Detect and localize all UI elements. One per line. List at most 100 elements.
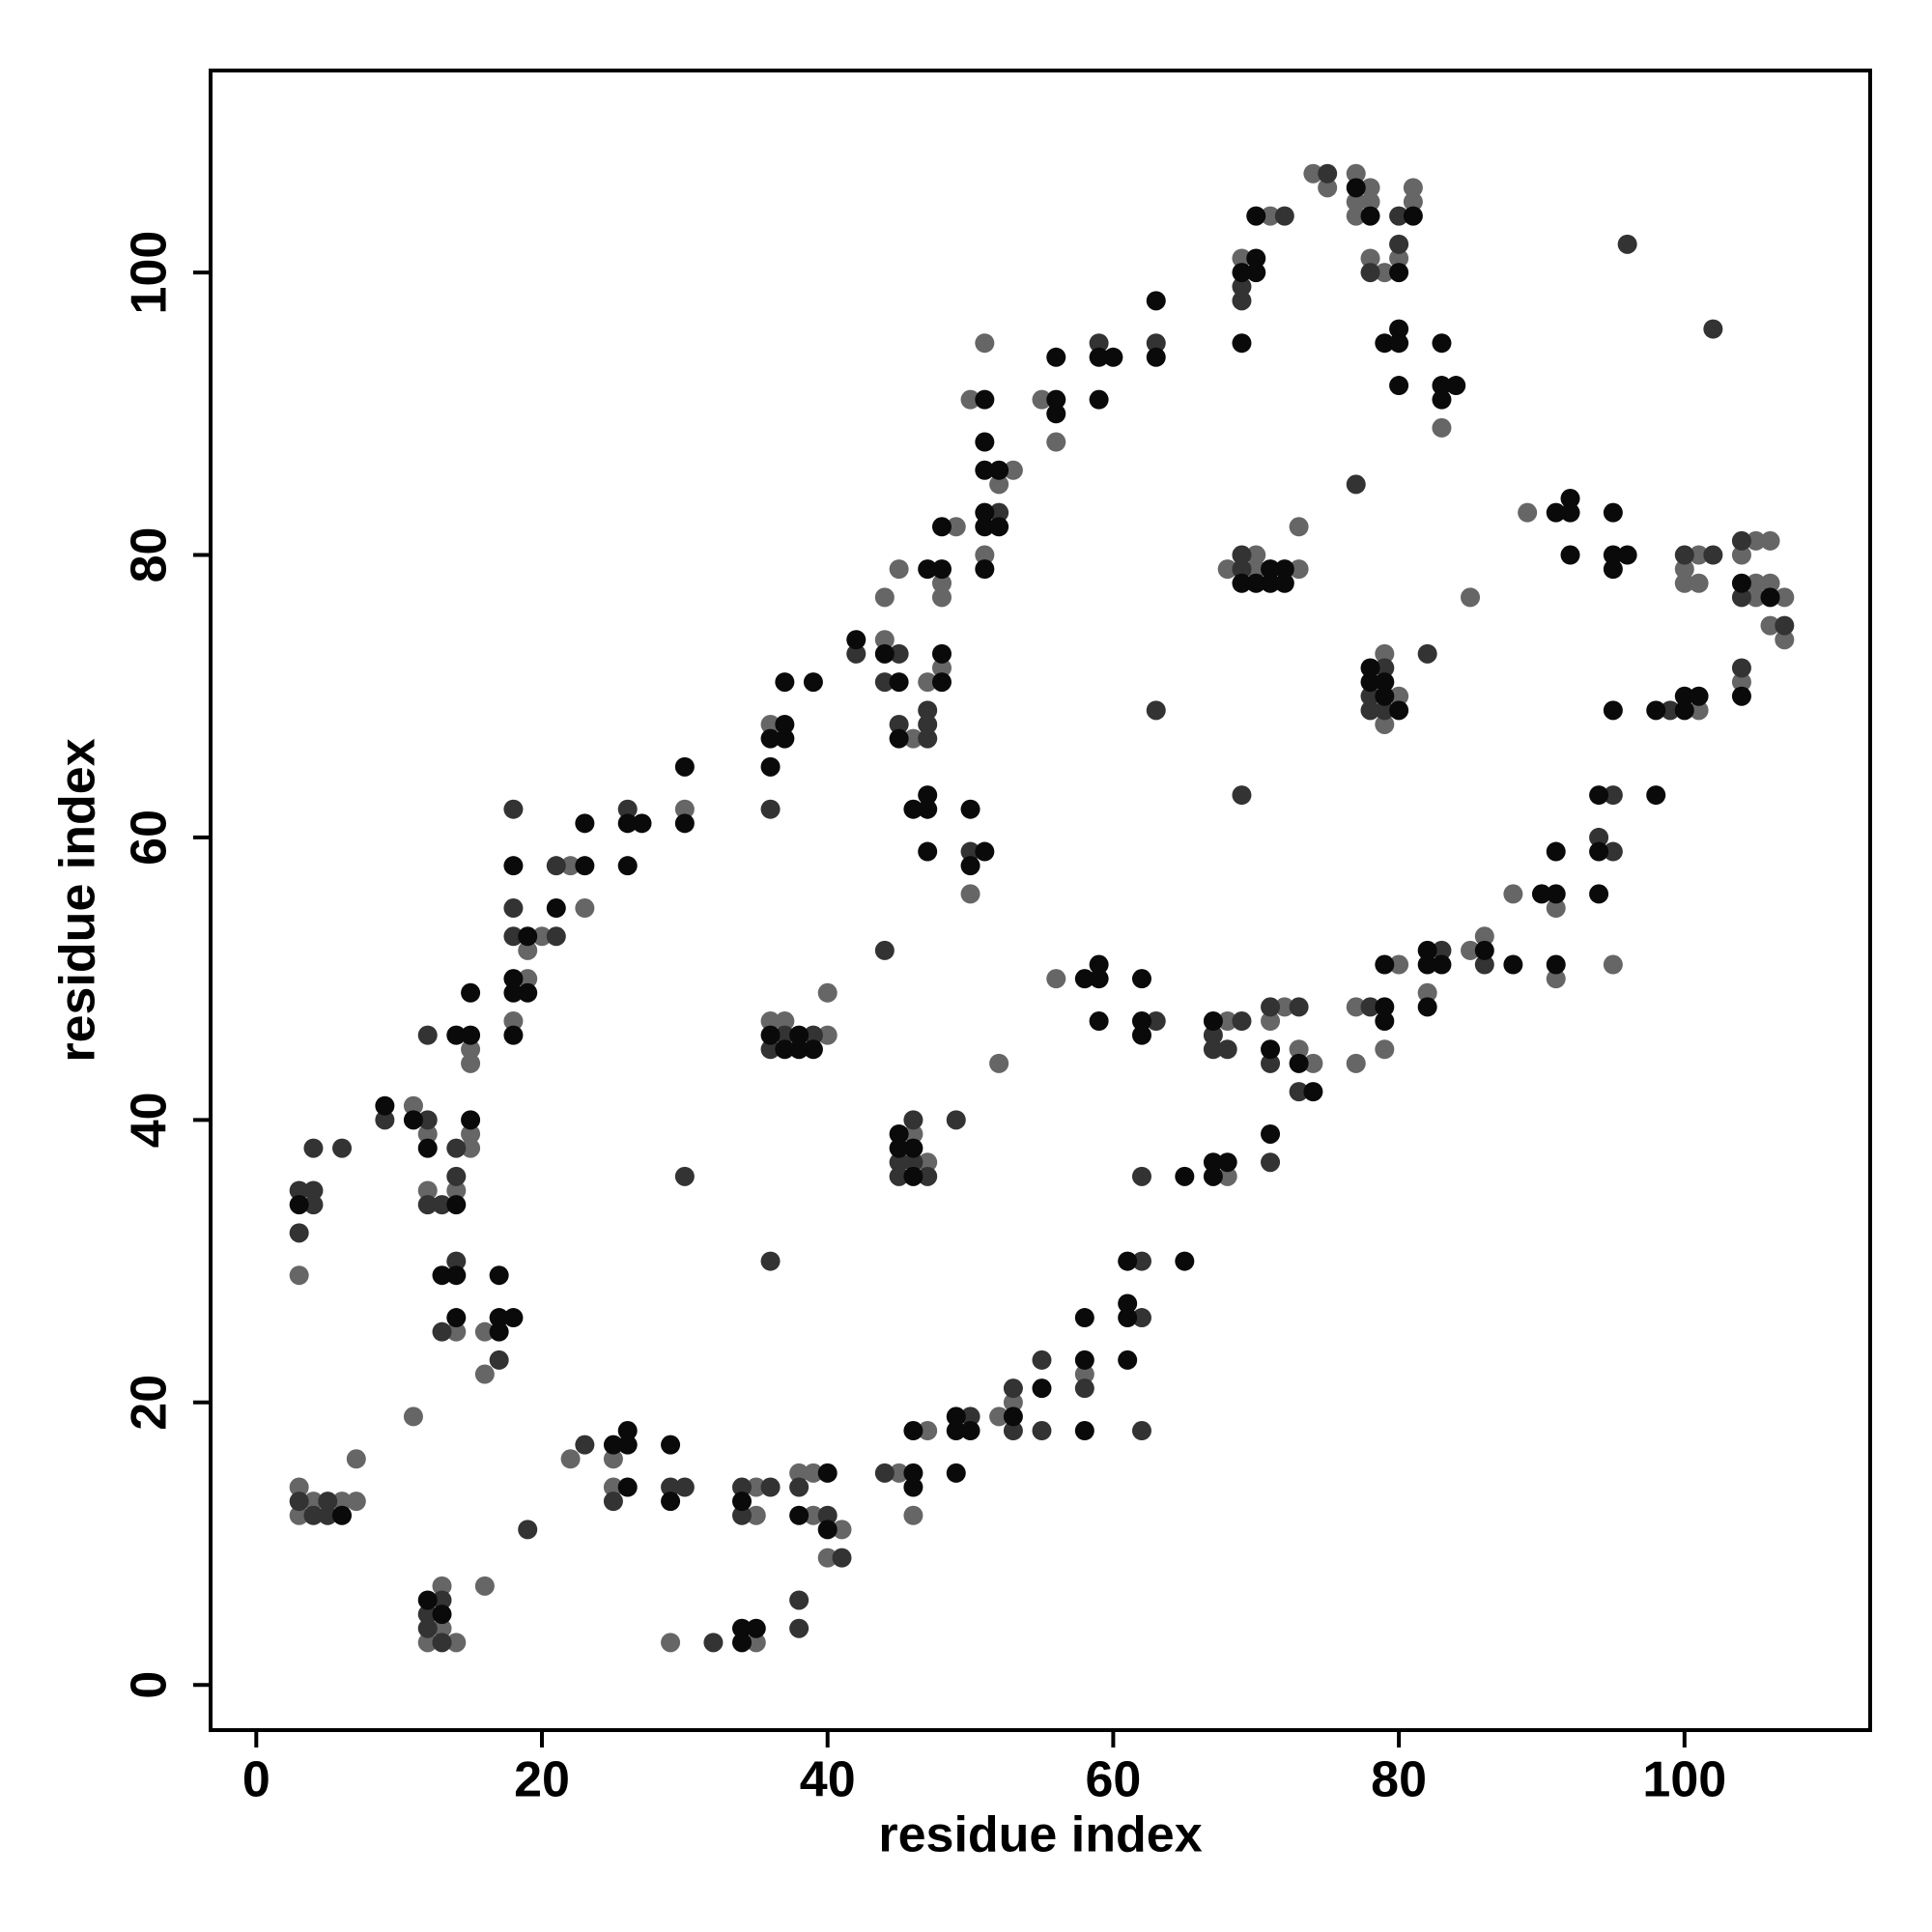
point [432,1576,452,1596]
point [1689,700,1709,721]
point [417,1123,438,1144]
point [461,982,481,1003]
point [1375,686,1395,706]
point [1046,969,1066,989]
point [461,1025,481,1045]
point [1589,884,1609,904]
point [1246,573,1266,593]
point [575,1435,595,1455]
point [1261,1152,1281,1173]
point [303,1505,324,1525]
point [1360,686,1380,706]
point [1289,997,1309,1017]
point [803,1505,823,1525]
point [417,1180,438,1201]
point [918,1166,938,1186]
point [1389,376,1409,396]
point [874,630,895,650]
point [989,517,1009,537]
point [889,672,909,693]
point [1003,1406,1023,1427]
x-tick-label: 60 [1085,1752,1141,1808]
point [1089,389,1109,410]
point [1246,559,1266,580]
point [1432,417,1452,438]
point [1503,954,1523,975]
point [1461,587,1481,608]
point [817,1025,838,1045]
point [1118,1251,1138,1271]
point [1417,997,1437,1017]
point [1603,545,1623,565]
point [1318,163,1338,184]
point [1261,997,1281,1017]
y-tick-label: 0 [122,1671,178,1699]
point [1046,389,1066,410]
point [1703,545,1723,565]
point [1217,1039,1237,1060]
point [503,982,524,1003]
point [832,1548,852,1568]
point [432,1195,452,1215]
point [903,1123,923,1144]
point [1261,206,1281,226]
point [918,799,938,819]
point [931,573,952,593]
point [1417,643,1437,664]
point [489,1321,509,1342]
point [1118,1293,1138,1314]
point [918,728,938,749]
point [803,1463,823,1483]
point [731,1505,752,1525]
point [1089,969,1109,989]
point [1246,206,1266,226]
point [289,1492,309,1512]
point [975,502,995,523]
point [789,1025,810,1045]
point [1274,997,1294,1017]
point [746,1618,766,1638]
point [674,756,695,777]
point [903,1138,923,1158]
point [1203,1166,1223,1186]
point [1346,997,1366,1017]
point [889,714,909,734]
point [661,1477,681,1497]
point [575,898,595,919]
point [1318,178,1338,198]
point [674,1477,695,1497]
point [1203,1152,1223,1173]
point [1261,1123,1281,1144]
x-tick-label: 100 [1642,1752,1726,1808]
point [560,856,581,876]
point [1246,263,1266,283]
point [617,1435,638,1455]
point [503,856,524,876]
point [1661,700,1681,721]
point [1217,1011,1237,1032]
point [1674,545,1694,565]
point [889,1166,909,1186]
point [817,1463,838,1483]
point [1546,954,1566,975]
point [1560,502,1580,523]
point [1346,178,1366,198]
point [1217,559,1237,580]
point [289,1223,309,1243]
point [775,1039,795,1060]
point [1375,714,1395,734]
point [1360,248,1380,269]
point [489,1308,509,1328]
point [1646,700,1666,721]
point [503,898,524,919]
point [575,856,595,876]
y-axis-label: residue index [50,738,106,1062]
point [1603,502,1623,523]
point [1261,559,1281,580]
point [1146,291,1166,311]
point [760,799,781,819]
point [1775,615,1795,636]
point [617,813,638,834]
point [1232,248,1252,269]
point [1032,1378,1052,1399]
